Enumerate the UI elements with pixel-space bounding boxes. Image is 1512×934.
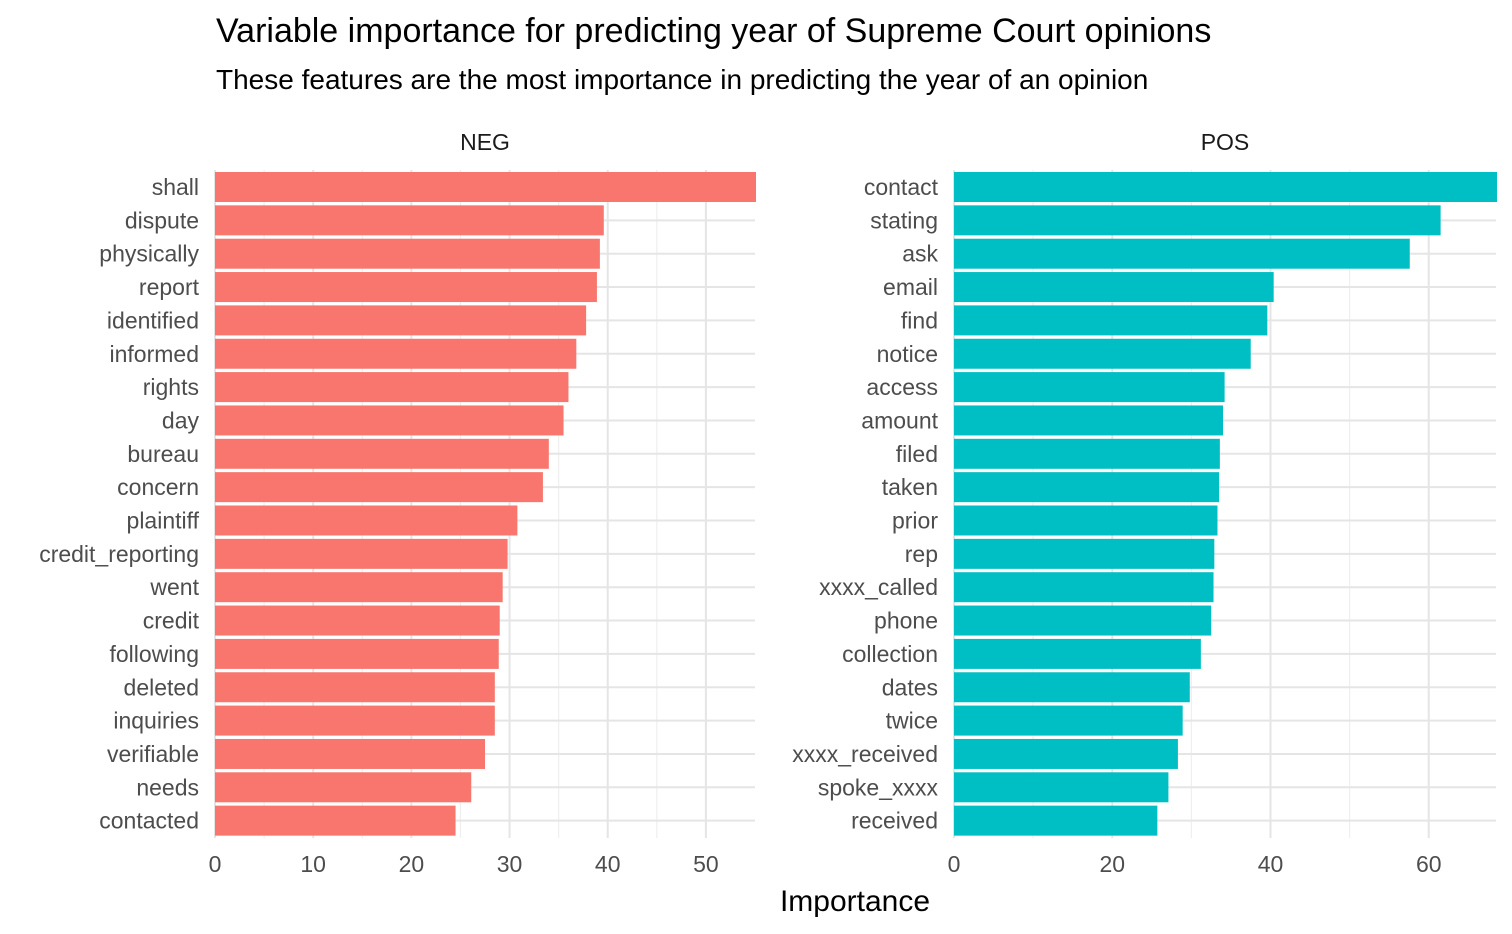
bar-pos-spoke_xxxx bbox=[954, 772, 1169, 803]
x-tick-label: 50 bbox=[693, 851, 719, 877]
category-label: find bbox=[901, 307, 938, 333]
category-label: spoke_xxxx bbox=[818, 774, 939, 800]
bar-neg-credit bbox=[215, 605, 500, 636]
category-label: stating bbox=[870, 207, 938, 233]
category-label: physically bbox=[99, 241, 199, 267]
bar-pos-notice bbox=[954, 338, 1251, 369]
category-label: prior bbox=[892, 508, 938, 534]
bar-neg-dispute bbox=[215, 205, 604, 236]
bar-pos-rep bbox=[954, 538, 1215, 569]
bar-neg-needs bbox=[215, 772, 472, 803]
category-label: verifiable bbox=[107, 741, 199, 767]
bar-neg-following bbox=[215, 638, 499, 669]
facet-label-neg: NEG bbox=[460, 129, 510, 155]
bar-neg-plaintiff bbox=[215, 505, 518, 536]
bar-pos-filed bbox=[954, 438, 1220, 469]
x-axis-title: Importance bbox=[780, 885, 930, 918]
bar-pos-twice bbox=[954, 705, 1183, 736]
category-label: identified bbox=[107, 307, 199, 333]
category-label: ask bbox=[902, 241, 938, 267]
category-label: report bbox=[139, 274, 200, 300]
bar-neg-concern bbox=[215, 472, 543, 503]
bar-pos-find bbox=[954, 305, 1268, 336]
bar-pos-email bbox=[954, 272, 1274, 303]
category-label: inquiries bbox=[113, 708, 199, 734]
category-label: email bbox=[883, 274, 938, 300]
chart-subtitle: These features are the most importance i… bbox=[216, 64, 1149, 95]
category-label: day bbox=[162, 407, 200, 433]
category-label: informed bbox=[110, 341, 199, 367]
category-label: twice bbox=[886, 708, 938, 734]
bar-neg-report bbox=[215, 272, 597, 303]
bar-neg-contacted bbox=[215, 805, 456, 836]
category-label: notice bbox=[877, 341, 938, 367]
bar-neg-day bbox=[215, 405, 564, 436]
x-tick-label: 0 bbox=[948, 851, 961, 877]
chart-title: Variable importance for predicting year … bbox=[216, 12, 1212, 50]
x-tick-label: 60 bbox=[1416, 851, 1442, 877]
bar-pos-received bbox=[954, 805, 1158, 836]
category-label: rights bbox=[143, 374, 199, 400]
category-label: deleted bbox=[124, 674, 199, 700]
bar-pos-taken bbox=[954, 472, 1220, 503]
category-label: collection bbox=[842, 641, 938, 667]
x-tick-label: 10 bbox=[300, 851, 326, 877]
bar-neg-shall bbox=[215, 172, 756, 202]
bar-neg-rights bbox=[215, 372, 569, 403]
bar-pos-prior bbox=[954, 505, 1218, 536]
bar-neg-went bbox=[215, 572, 503, 603]
category-label: following bbox=[110, 641, 200, 667]
bar-neg-identified bbox=[215, 305, 587, 336]
x-tick-label: 40 bbox=[595, 851, 621, 877]
category-label: received bbox=[851, 808, 938, 834]
category-label: credit bbox=[143, 608, 200, 634]
category-label: filed bbox=[896, 441, 938, 467]
category-label: access bbox=[866, 374, 938, 400]
bar-neg-informed bbox=[215, 338, 577, 369]
bar-neg-bureau bbox=[215, 438, 549, 469]
x-tick-label: 20 bbox=[1099, 851, 1125, 877]
category-label: taken bbox=[882, 474, 938, 500]
bar-neg-inquiries bbox=[215, 705, 495, 736]
x-tick-label: 20 bbox=[399, 851, 425, 877]
bar-pos-xxxx_called bbox=[954, 572, 1214, 603]
category-label: dates bbox=[882, 674, 938, 700]
bar-neg-physically bbox=[215, 238, 600, 269]
category-label: bureau bbox=[127, 441, 199, 467]
category-label: amount bbox=[861, 407, 938, 433]
bar-neg-credit_reporting bbox=[215, 538, 508, 569]
bar-pos-dates bbox=[954, 672, 1190, 703]
bar-neg-verifiable bbox=[215, 738, 485, 769]
category-label: contact bbox=[864, 174, 939, 200]
category-label: rep bbox=[905, 541, 938, 567]
category-label: needs bbox=[136, 774, 199, 800]
category-label: xxxx_called bbox=[819, 574, 938, 600]
category-label: contacted bbox=[99, 808, 199, 834]
category-label: plaintiff bbox=[127, 508, 200, 534]
bar-pos-access bbox=[954, 372, 1225, 403]
bar-pos-collection bbox=[954, 638, 1201, 669]
bar-pos-amount bbox=[954, 405, 1224, 436]
bar-pos-stating bbox=[954, 205, 1441, 236]
category-label: credit_reporting bbox=[39, 541, 199, 567]
bar-neg-deleted bbox=[215, 672, 495, 703]
category-label: concern bbox=[117, 474, 199, 500]
bar-pos-ask bbox=[954, 238, 1410, 269]
x-tick-label: 40 bbox=[1258, 851, 1284, 877]
bar-pos-phone bbox=[954, 605, 1212, 636]
bar-pos-xxxx_received bbox=[954, 738, 1178, 769]
category-label: dispute bbox=[125, 207, 199, 233]
category-label: went bbox=[149, 574, 199, 600]
x-tick-label: 0 bbox=[209, 851, 222, 877]
category-label: phone bbox=[874, 608, 938, 634]
x-tick-label: 30 bbox=[497, 851, 523, 877]
category-label: shall bbox=[152, 174, 199, 200]
bar-pos-contact bbox=[954, 172, 1497, 202]
facet-label-pos: POS bbox=[1201, 129, 1250, 155]
category-label: xxxx_received bbox=[792, 741, 938, 767]
